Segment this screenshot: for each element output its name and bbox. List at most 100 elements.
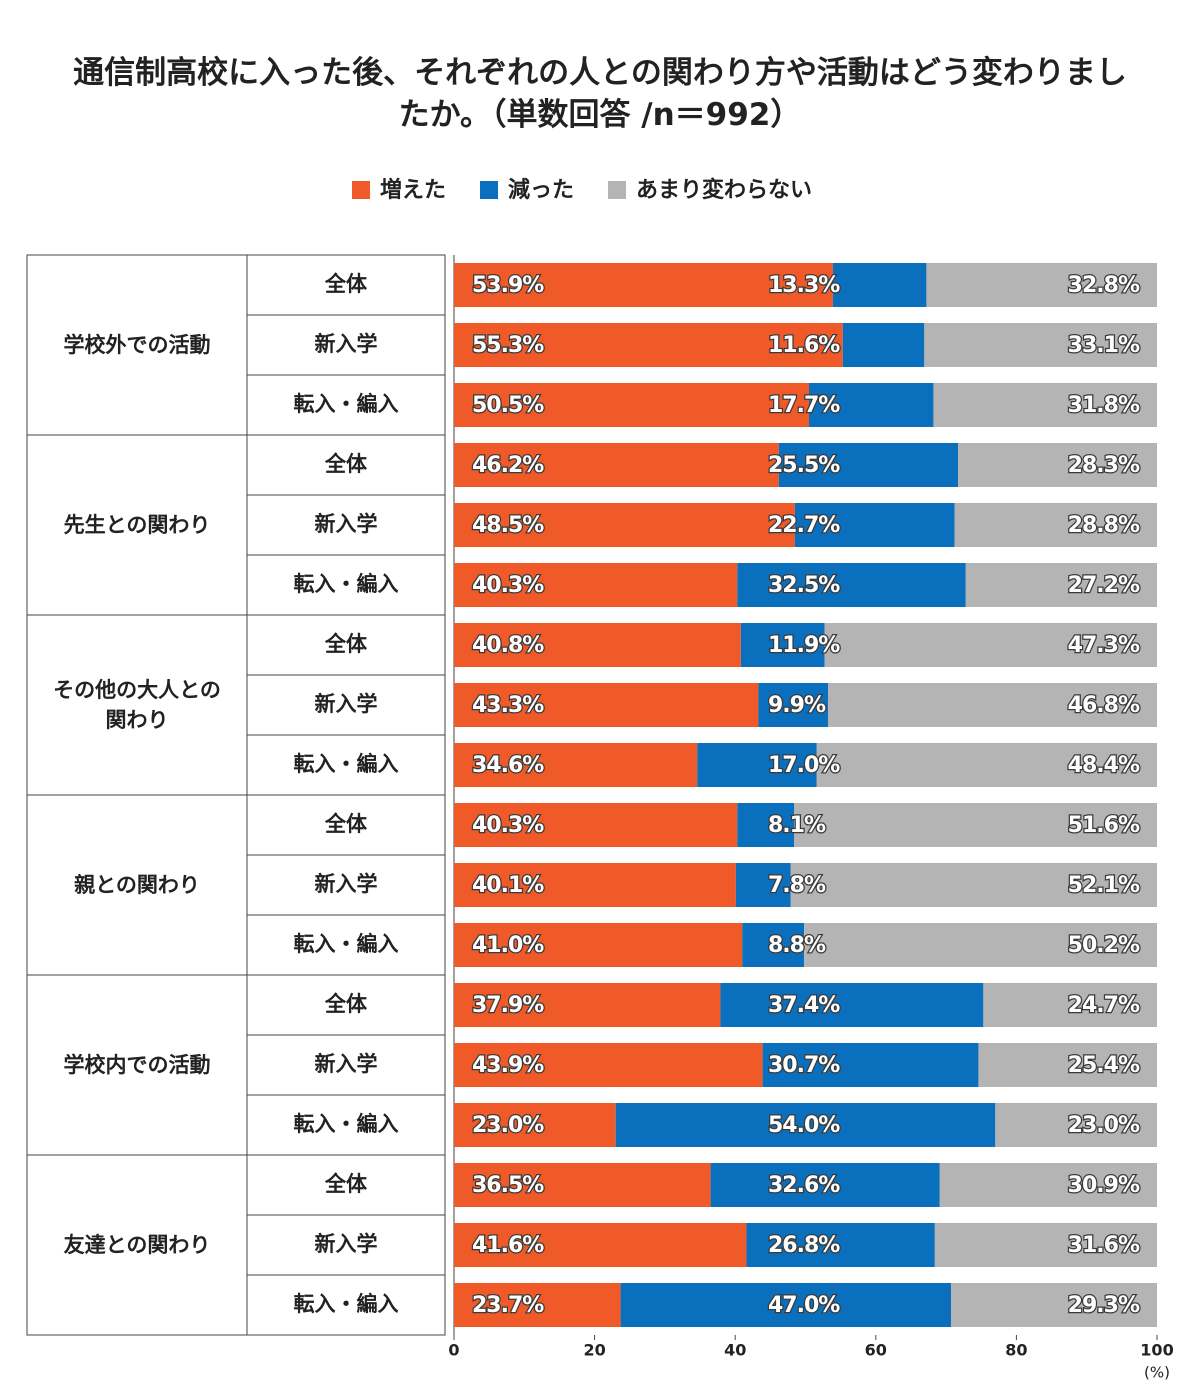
value-label: 36.5% <box>472 1173 544 1198</box>
value-label: 9.9% <box>768 693 826 718</box>
value-label: 43.3% <box>472 693 544 718</box>
bar-segment <box>454 503 795 547</box>
value-label: 33.1% <box>1068 333 1140 358</box>
value-label: 53.9% <box>472 273 544 298</box>
bar-segment <box>735 863 791 907</box>
bar-segment <box>454 1223 747 1267</box>
value-label: 22.7% <box>768 513 840 538</box>
value-label: 46.8% <box>1068 693 1140 718</box>
value-label: 43.9% <box>472 1053 544 1078</box>
bar-segment <box>926 263 1157 307</box>
row-label: 転入・編入 <box>294 572 399 596</box>
value-label: 30.7% <box>768 1053 840 1078</box>
bar-segment <box>454 1103 616 1147</box>
value-label: 55.3% <box>472 333 544 358</box>
row-label: 転入・編入 <box>294 1112 399 1136</box>
bar-segment <box>454 623 741 667</box>
bar-segment <box>778 443 959 487</box>
bar-segment <box>454 863 736 907</box>
bar-segment <box>615 1103 996 1147</box>
row-label: 転入・編入 <box>294 392 399 416</box>
value-label: 29.3% <box>1068 1293 1140 1318</box>
x-tick-label: 20 <box>583 1341 605 1360</box>
bar-segment <box>454 1283 621 1327</box>
row-label: 転入・編入 <box>294 932 399 956</box>
bar-segment <box>983 983 1157 1027</box>
bar-segment <box>954 503 1157 547</box>
row-label: 転入・編入 <box>294 752 399 776</box>
bar-segment <box>620 1283 952 1327</box>
value-label: 28.8% <box>1068 513 1140 538</box>
bar-segment <box>924 323 1157 367</box>
group-label: 先生との関わり <box>63 513 211 537</box>
bar-segment <box>939 1163 1157 1207</box>
bar-segment <box>842 323 925 367</box>
bar-segment <box>737 803 795 847</box>
legend-swatch <box>480 181 499 199</box>
value-label: 50.2% <box>1068 933 1140 958</box>
row-label: 新入学 <box>315 872 378 896</box>
value-label: 40.3% <box>472 813 544 838</box>
chart-title: 通信制高校に入った後、それぞれの人との関わり方や活動はどう変わりましたか。（単数… <box>73 55 1127 133</box>
row-label: 全体 <box>324 272 368 296</box>
bar-segment <box>740 623 825 667</box>
value-label: 48.5% <box>472 513 544 538</box>
bar-segment <box>794 803 1157 847</box>
x-axis-label: (%) <box>1144 1364 1170 1382</box>
value-label: 41.6% <box>472 1233 544 1258</box>
value-label: 32.5% <box>768 573 840 598</box>
value-label: 32.6% <box>768 1173 840 1198</box>
row-label: 全体 <box>324 452 368 476</box>
x-tick-label: 80 <box>1005 1341 1027 1360</box>
bar-segment <box>965 563 1157 607</box>
value-label: 23.0% <box>472 1113 544 1138</box>
legend-swatch <box>352 181 370 199</box>
value-label: 47.0% <box>768 1293 840 1318</box>
value-label: 23.0% <box>1068 1113 1140 1138</box>
bar-segment <box>816 743 1157 787</box>
value-label: 40.1% <box>472 873 544 898</box>
group-label: 親との関わり <box>74 873 200 897</box>
value-label: 37.9% <box>472 993 544 1018</box>
bar-segment <box>454 563 738 607</box>
value-label: 40.3% <box>472 573 544 598</box>
value-label: 25.4% <box>1068 1053 1140 1078</box>
row-label: 全体 <box>324 1172 368 1196</box>
value-label: 8.8% <box>768 933 826 958</box>
value-label: 41.0% <box>472 933 544 958</box>
bar-segment <box>827 683 1157 727</box>
value-label: 46.2% <box>472 453 544 478</box>
value-label: 34.6% <box>472 753 544 778</box>
row-label: 新入学 <box>315 1232 378 1256</box>
value-label: 48.4% <box>1068 753 1140 778</box>
bar-segment <box>804 923 1157 967</box>
value-label: 7.8% <box>768 873 826 898</box>
value-label: 32.8% <box>1068 273 1140 298</box>
row-label: 新入学 <box>315 332 378 356</box>
value-label: 50.5% <box>472 393 544 418</box>
bar-segment <box>790 863 1157 907</box>
legend-label: 減った <box>508 178 574 203</box>
bar-segment <box>454 383 810 427</box>
value-label: 31.6% <box>1068 1233 1140 1258</box>
row-label: 新入学 <box>315 692 378 716</box>
row-label: 転入・編入 <box>294 1292 399 1316</box>
value-label: 17.0% <box>768 753 840 778</box>
bar-segment <box>978 1043 1157 1087</box>
bar-segment <box>454 983 721 1027</box>
bar-segment <box>710 1163 940 1207</box>
bar-segment <box>958 443 1157 487</box>
bar-segment <box>720 983 984 1027</box>
value-label: 30.9% <box>1068 1173 1140 1198</box>
group-label: 学校外での活動 <box>63 333 211 357</box>
bar-segment <box>933 383 1157 427</box>
row-label: 全体 <box>324 632 368 656</box>
bar-segment <box>454 803 738 847</box>
value-label: 25.5% <box>768 453 840 478</box>
value-label: 52.1% <box>1068 873 1140 898</box>
bar-segment <box>746 1223 935 1267</box>
legend-label: 増えた <box>380 177 446 203</box>
bar-segment <box>995 1103 1157 1147</box>
